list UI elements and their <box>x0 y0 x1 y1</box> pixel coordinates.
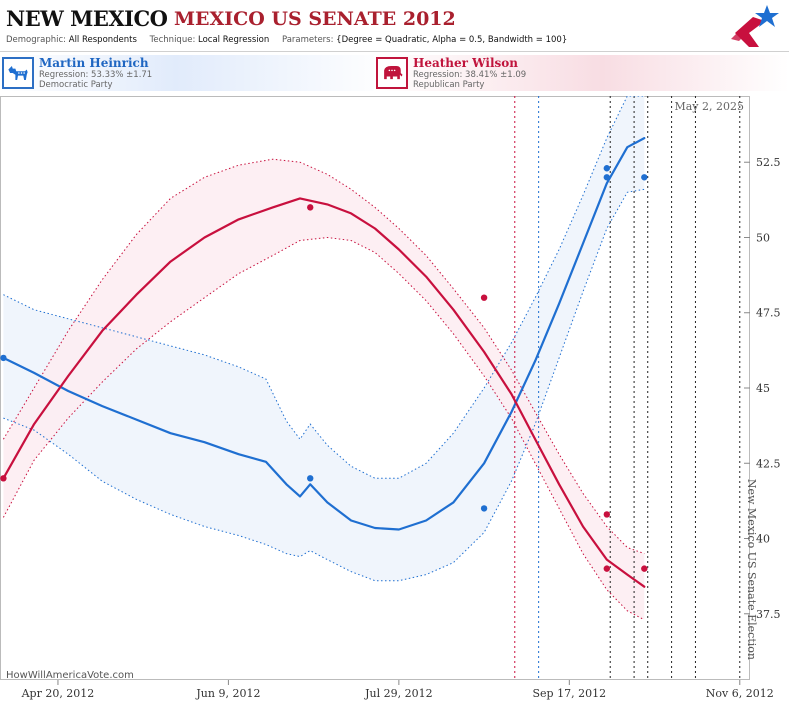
technique-label: Technique: <box>149 35 196 45</box>
data-point <box>641 565 648 572</box>
candidate-dem-party: Democratic Party <box>39 80 113 90</box>
y-tick-label: 42.5 <box>756 457 781 470</box>
fit-line-0 <box>2 137 646 531</box>
y-tick-label: 37.5 <box>756 608 781 621</box>
data-point <box>603 511 611 518</box>
y-tick-label: 50 <box>756 231 770 244</box>
data-point <box>641 174 648 181</box>
y-tick-label: 45 <box>756 382 770 395</box>
parameters-label: Parameters: <box>281 35 334 45</box>
data-point <box>0 354 7 362</box>
data-point <box>603 565 611 572</box>
header: NEW MEXICO MEXICO US SENATE 2012 Demogra… <box>0 0 789 52</box>
demographic-label: Demographic: <box>6 35 67 45</box>
x-tick-label: Apr 20, 2012 <box>21 687 95 700</box>
elephant-icon <box>376 57 408 89</box>
fit-line-1 <box>2 197 646 588</box>
confidence-band-0 <box>3 96 645 581</box>
candidate-rep-party: Republican Party <box>413 80 485 90</box>
lower-bound-line-1 <box>2 236 645 621</box>
parameters-line: Demographic: All Respondents Technique: … <box>6 35 567 45</box>
candidate-dem-regression: Regression: 53.33% ±1.71 <box>39 70 153 80</box>
y-tick-label: 52.5 <box>756 156 781 169</box>
data-point <box>480 505 488 512</box>
data-point <box>603 174 611 181</box>
candidate-dem-panel: Martin Heinrich Regression: 53.33% ±1.71… <box>0 55 390 91</box>
x-tick-label: Sep 17, 2012 <box>533 687 607 700</box>
upper-bound-line-0 <box>3 96 645 479</box>
confidence-band-1 <box>3 159 645 620</box>
candidate-dem-name: Martin Heinrich <box>39 56 149 70</box>
y-tick-label: 47.5 <box>756 307 781 320</box>
data-point <box>480 294 488 301</box>
x-tick-label: Nov 6, 2012 <box>706 687 774 700</box>
chart-area: 37.5 40 42.5 45 47.5 50 52.5 Apr 20, 2012 Jun 9,… <box>0 96 789 704</box>
lower-bound-line-0 <box>3 188 645 582</box>
election-label: New Mexico US Senate Election <box>745 479 758 660</box>
parameters-value: {Degree = Quadratic, Alpha = 0.5, Bandwi… <box>336 35 568 45</box>
donkey-icon <box>2 57 34 89</box>
candidate-rep-panel: Heather Wilson Regression: 38.41% ±1.09 … <box>374 55 789 91</box>
technique-value: Local Regression <box>198 35 270 45</box>
upper-bound-line-1 <box>2 158 645 555</box>
header-divider <box>0 51 789 52</box>
x-tick-label: Jul 29, 2012 <box>364 687 433 700</box>
data-point <box>307 475 314 482</box>
candidate-rep-regression: Regression: 38.41% ±1.09 <box>413 70 527 80</box>
date-annotation: May 2, 2025 <box>674 100 744 113</box>
demographic-value: All Respondents <box>68 35 137 45</box>
regression-chart: 37.5 40 42.5 45 47.5 50 52.5 Apr 20, 2012 Jun 9,… <box>0 96 781 700</box>
x-tick-label: Jun 9, 2012 <box>195 687 260 700</box>
candidate-rep-name: Heather Wilson <box>413 56 519 70</box>
data-point <box>0 475 7 482</box>
source-credit: HowWillAmericaVote.com <box>6 670 134 681</box>
site-logo-icon <box>731 5 779 47</box>
y-tick-label: 40 <box>756 533 770 546</box>
data-point <box>307 204 314 211</box>
page-title: NEW MEXICO <box>6 6 168 31</box>
data-point <box>603 165 611 172</box>
race-title: MEXICO US SENATE 2012 <box>174 8 456 30</box>
